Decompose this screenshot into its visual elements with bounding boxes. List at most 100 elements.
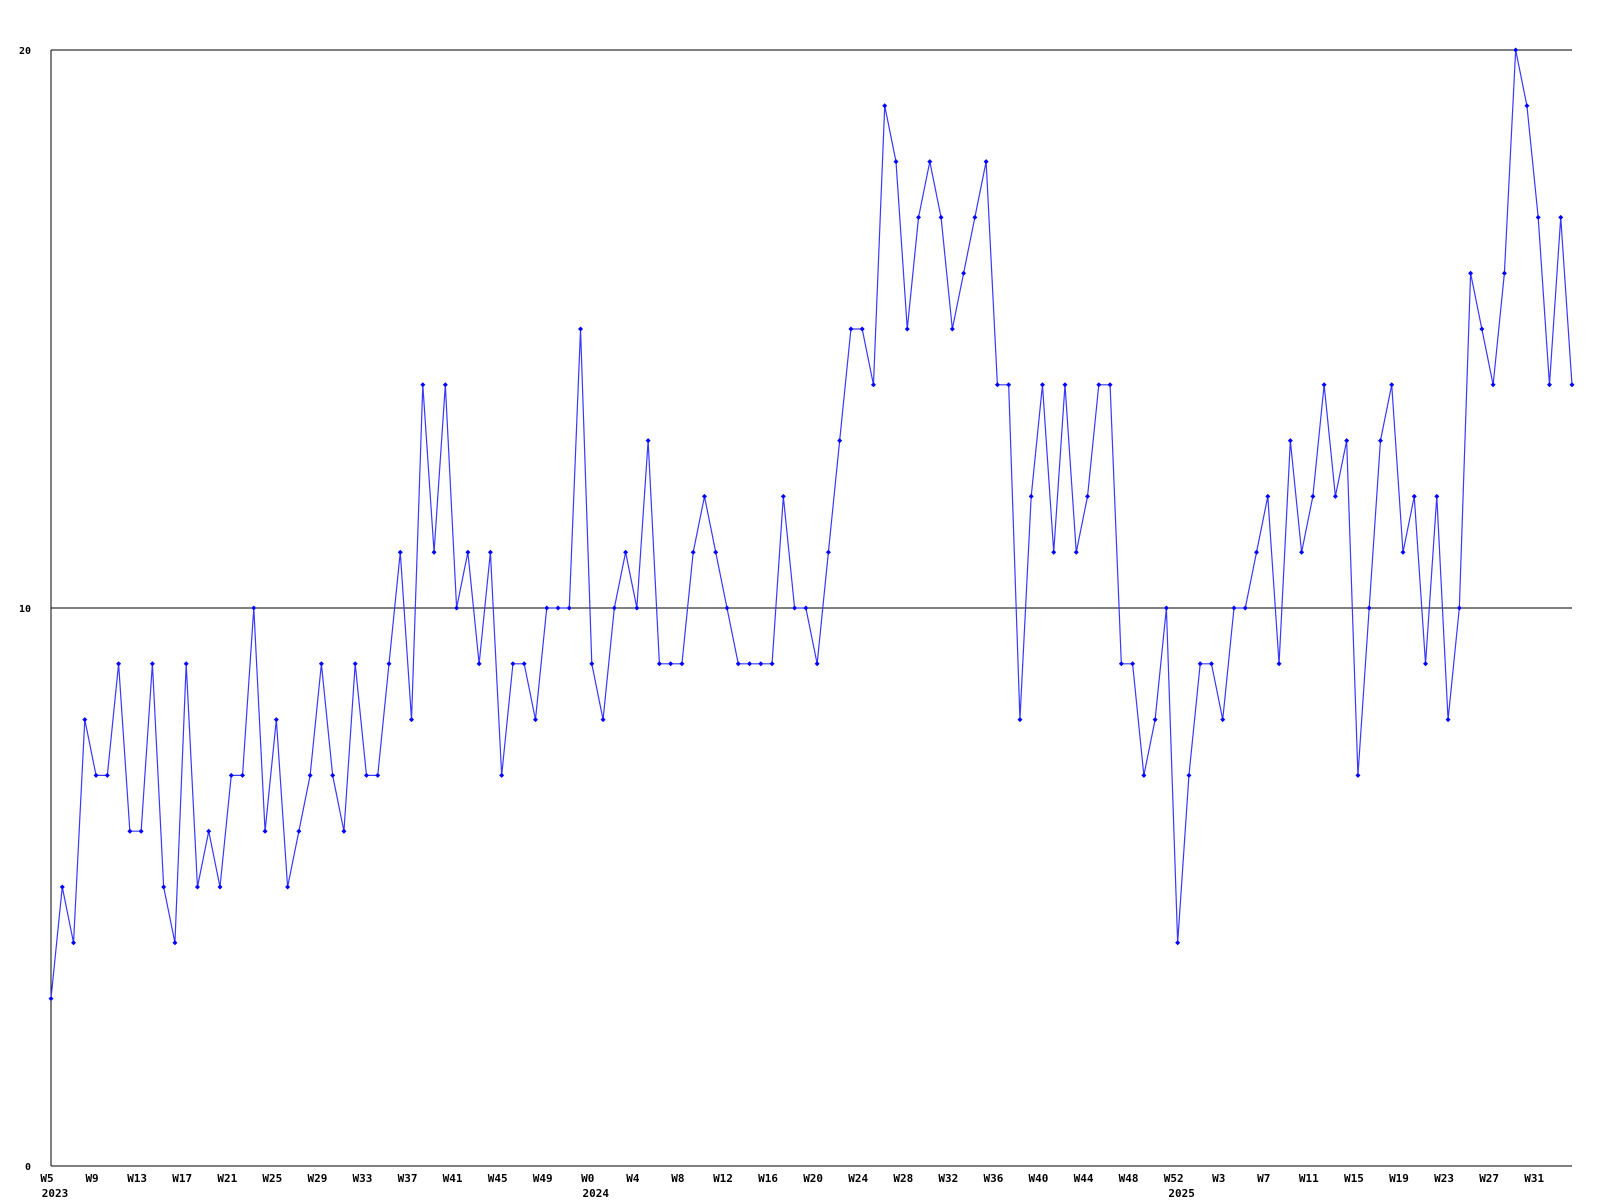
x-tick-label: W25 — [262, 1172, 282, 1185]
point-marker — [972, 214, 978, 220]
point-marker — [1569, 382, 1575, 388]
point-marker — [1276, 661, 1282, 667]
point-marker — [206, 828, 212, 834]
x-tick-label: W24 — [848, 1172, 868, 1185]
point-marker — [611, 605, 617, 611]
point-marker — [1558, 214, 1564, 220]
point-marker — [758, 661, 764, 667]
point-marker — [104, 772, 110, 778]
point-marker — [927, 159, 933, 165]
point-marker — [623, 549, 629, 555]
point-marker — [1028, 493, 1034, 499]
point-marker — [521, 661, 527, 667]
point-marker — [1085, 493, 1091, 499]
point-marker — [1389, 382, 1395, 388]
x-year-label: 2025 — [1168, 1187, 1195, 1200]
point-marker — [487, 549, 493, 555]
point-marker — [961, 270, 967, 276]
point-marker — [769, 661, 775, 667]
point-marker — [938, 214, 944, 220]
point-marker — [1073, 549, 1079, 555]
point-marker — [352, 661, 358, 667]
point-marker — [555, 605, 561, 611]
point-marker — [93, 772, 99, 778]
point-marker — [1006, 382, 1012, 388]
point-marker — [1152, 717, 1158, 723]
point-marker — [318, 661, 324, 667]
point-marker — [409, 717, 415, 723]
point-marker — [1332, 493, 1338, 499]
point-marker — [183, 661, 189, 667]
point-marker — [893, 159, 899, 165]
point-marker — [735, 661, 741, 667]
point-marker — [870, 382, 876, 388]
point-marker — [1524, 103, 1530, 109]
point-marker — [578, 326, 584, 332]
point-marker — [465, 549, 471, 555]
point-marker — [1265, 493, 1271, 499]
point-marker — [307, 772, 313, 778]
point-marker — [510, 661, 516, 667]
point-marker — [1490, 382, 1496, 388]
point-marker — [1242, 605, 1248, 611]
point-marker — [228, 772, 234, 778]
point-marker — [701, 493, 707, 499]
x-tick-label: W48 — [1119, 1172, 1139, 1185]
point-marker — [1051, 549, 1057, 555]
point-marker — [59, 884, 65, 890]
x-tick-label: W20 — [803, 1172, 823, 1185]
point-marker — [600, 717, 606, 723]
x-tick-label: W11 — [1299, 1172, 1319, 1185]
point-marker — [1287, 438, 1293, 444]
point-marker — [656, 661, 662, 667]
point-marker — [1163, 605, 1169, 611]
point-marker — [589, 661, 595, 667]
x-tick-label: W33 — [353, 1172, 373, 1185]
point-marker — [454, 605, 460, 611]
point-marker — [1208, 661, 1214, 667]
point-marker — [803, 605, 809, 611]
y-tick-label: 10 — [19, 604, 31, 615]
point-marker — [1299, 549, 1305, 555]
point-marker — [949, 326, 955, 332]
point-marker — [544, 605, 550, 611]
x-tick-label: W29 — [307, 1172, 327, 1185]
point-marker — [1423, 661, 1429, 667]
point-marker — [566, 605, 572, 611]
point-marker — [859, 326, 865, 332]
point-marker — [814, 661, 820, 667]
point-marker — [1310, 493, 1316, 499]
point-marker — [48, 996, 54, 1002]
point-marker — [994, 382, 1000, 388]
point-marker — [420, 382, 426, 388]
x-tick-label: W37 — [398, 1172, 418, 1185]
series-line — [50, 49, 1573, 999]
x-tick-label: W28 — [893, 1172, 913, 1185]
x-tick-label: W17 — [172, 1172, 192, 1185]
point-marker — [116, 661, 122, 667]
point-marker — [1130, 661, 1136, 667]
point-marker — [1141, 772, 1147, 778]
point-marker — [780, 493, 786, 499]
point-marker — [1479, 326, 1485, 332]
point-marker — [285, 884, 291, 890]
point-marker — [1231, 605, 1237, 611]
point-marker — [1456, 605, 1462, 611]
point-marker — [1535, 214, 1541, 220]
point-marker — [161, 884, 167, 890]
point-marker — [1344, 438, 1350, 444]
point-marker — [1355, 772, 1361, 778]
point-marker — [668, 661, 674, 667]
x-tick-label: W52 — [1164, 1172, 1184, 1185]
point-marker — [1434, 493, 1440, 499]
point-marker — [792, 605, 798, 611]
x-tick-label: W45 — [488, 1172, 508, 1185]
point-marker — [442, 382, 448, 388]
x-tick-label: W32 — [938, 1172, 958, 1185]
x-tick-label: W49 — [533, 1172, 553, 1185]
x-tick-label: W21 — [217, 1172, 237, 1185]
x-tick-label: W23 — [1434, 1172, 1454, 1185]
point-marker — [1175, 940, 1181, 946]
point-marker — [82, 717, 88, 723]
